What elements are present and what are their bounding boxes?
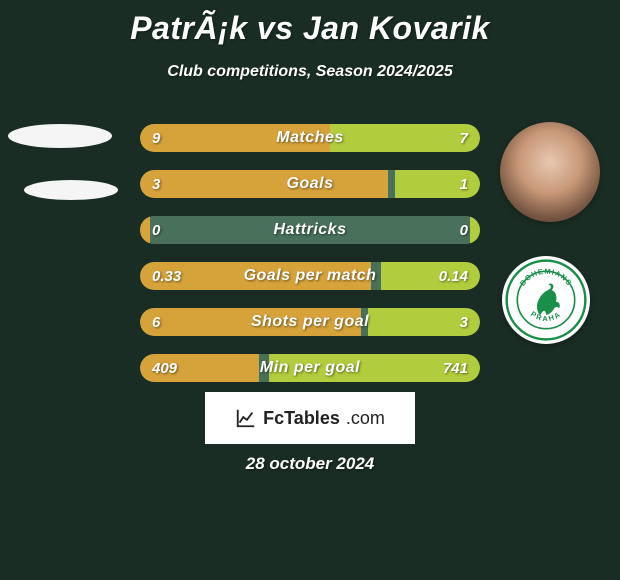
stat-label: Goals per match: [140, 262, 480, 290]
player-left-avatar-placeholder-2: [24, 180, 118, 200]
stat-label: Goals: [140, 170, 480, 198]
bohemians-crest-icon: BOHEMIANS PRAHA: [505, 259, 587, 341]
stat-row-min-per-goal: 409 Min per goal 741: [140, 354, 480, 382]
stat-value-right: 1: [460, 170, 468, 198]
chart-icon: [235, 407, 257, 429]
stat-label: Shots per goal: [140, 308, 480, 336]
stat-value-right: 741: [443, 354, 468, 382]
stat-value-right: 7: [460, 124, 468, 152]
club-badge-bohemians: BOHEMIANS PRAHA: [502, 256, 590, 344]
stat-value-right: 3: [460, 308, 468, 336]
stat-row-matches: 9 Matches 7: [140, 124, 480, 152]
stat-label: Min per goal: [140, 354, 480, 382]
page-title: PatrÃ¡k vs Jan Kovarik: [0, 0, 620, 47]
watermark-brand-bold: FcTables: [263, 408, 340, 429]
stat-row-hattricks: 0 Hattricks 0: [140, 216, 480, 244]
stat-row-goals-per-match: 0.33 Goals per match 0.14: [140, 262, 480, 290]
watermark: FcTables .com: [205, 392, 415, 444]
player-right-avatar: [500, 122, 600, 222]
stat-value-right: 0.14: [439, 262, 468, 290]
stat-value-right: 0: [460, 216, 468, 244]
stat-label: Hattricks: [140, 216, 480, 244]
stat-bars-container: 9 Matches 7 3 Goals 1 0 Hattricks 0 0.33…: [140, 124, 480, 400]
watermark-brand-light: .com: [346, 408, 385, 429]
stat-row-goals: 3 Goals 1: [140, 170, 480, 198]
player-left-avatar-placeholder-1: [8, 124, 112, 148]
subtitle: Club competitions, Season 2024/2025: [0, 63, 620, 81]
stat-label: Matches: [140, 124, 480, 152]
date-line: 28 october 2024: [0, 454, 620, 474]
stat-row-shots-per-goal: 6 Shots per goal 3: [140, 308, 480, 336]
